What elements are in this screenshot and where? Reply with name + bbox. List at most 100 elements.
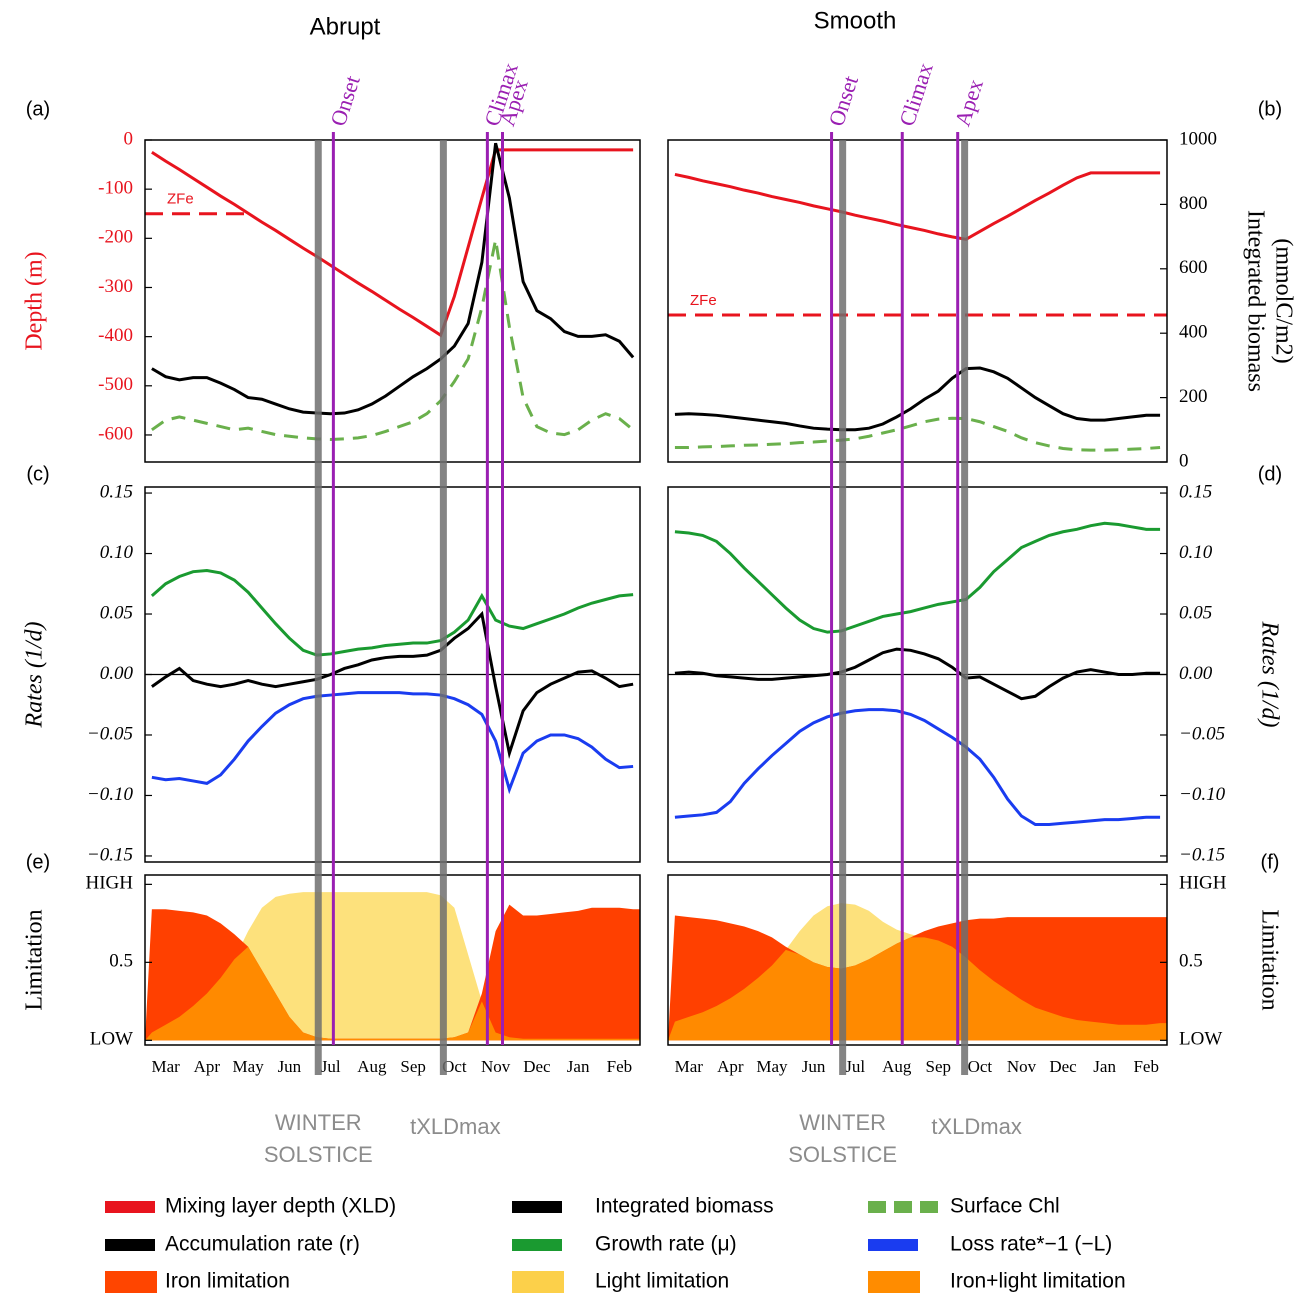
- axis-title: (mmolC/m2): [1270, 238, 1296, 363]
- y-tick-label: −0.15: [87, 844, 133, 865]
- legend-swatch: [512, 1271, 564, 1293]
- series-line: [674, 416, 1161, 452]
- y-tick-label: -200: [98, 227, 133, 248]
- x-tick-label: May: [233, 1057, 265, 1076]
- x-tick-label: Jul: [321, 1057, 341, 1076]
- series-line: [151, 142, 635, 416]
- series-line: [151, 239, 635, 441]
- legend-label: Loss rate*−1 (−L): [950, 1233, 1112, 1256]
- marker-label: WINTER: [275, 1110, 362, 1135]
- y-tick-label: −0.10: [1179, 784, 1226, 805]
- x-tick-label: Jan: [1093, 1057, 1116, 1076]
- series-line: [674, 521, 1161, 634]
- panel-label: (d): [1258, 463, 1282, 485]
- plot-area: [668, 903, 1167, 1041]
- y-tick-label: −0.05: [87, 723, 133, 744]
- plot-area: [145, 568, 640, 795]
- x-tick-label: Apr: [194, 1057, 221, 1076]
- x-tick-label: Feb: [1133, 1057, 1159, 1076]
- y-tick-label: LOW: [1179, 1029, 1222, 1050]
- plot-area: [668, 521, 1167, 826]
- marker-label: tXLDmax: [931, 1114, 1021, 1139]
- y-tick-label: LOW: [90, 1029, 133, 1050]
- x-tick-label: Jun: [802, 1057, 826, 1076]
- x-tick-label: Mar: [151, 1057, 180, 1076]
- y-tick-label: 200: [1179, 386, 1208, 407]
- panel-label: (a): [26, 98, 50, 120]
- x-tick-label: Oct: [968, 1057, 993, 1076]
- y-tick-label: 0.10: [100, 542, 134, 563]
- event-label: Apex: [949, 76, 988, 129]
- legend-label: Growth rate (μ): [595, 1233, 737, 1256]
- axis-title: Integrated biomass: [1242, 210, 1268, 392]
- y-tick-label: 0: [124, 128, 134, 149]
- marker-label: SOLSTICE: [264, 1142, 373, 1167]
- event-label: Onset: [325, 73, 365, 130]
- x-tick-label: Aug: [357, 1057, 387, 1076]
- y-tick-label: 0.05: [1179, 602, 1212, 623]
- y-tick-label: 0: [1179, 450, 1189, 471]
- series-line: [150, 568, 634, 657]
- series-line: [674, 647, 1161, 701]
- marker-label: WINTER: [799, 1110, 886, 1135]
- legend-label: Accumulation rate (r): [165, 1233, 360, 1256]
- y-tick-label: −0.15: [1179, 844, 1225, 865]
- x-tick-label: Sep: [926, 1057, 952, 1076]
- legend-swatch: [105, 1271, 157, 1293]
- zfe-label: ZFe: [690, 292, 717, 309]
- event-label: Onset: [823, 73, 863, 130]
- x-tick-label: Dec: [523, 1057, 551, 1076]
- x-tick-label: Feb: [607, 1057, 633, 1076]
- x-tick-label: Sep: [400, 1057, 426, 1076]
- y-tick-label: 600: [1179, 257, 1208, 278]
- column-title: Smooth: [814, 7, 897, 34]
- series-line: [151, 610, 634, 759]
- panel-label: (e): [26, 851, 50, 873]
- limitation-area: [145, 946, 640, 1041]
- y-tick-label: 0.10: [1179, 542, 1213, 563]
- x-tick-label: Apr: [717, 1057, 744, 1076]
- y-tick-label: 0.05: [100, 602, 133, 623]
- axis-title: Rates (1/d): [22, 622, 48, 729]
- marker-label: SOLSTICE: [788, 1142, 897, 1167]
- panel-label: (f): [1261, 851, 1280, 873]
- panel-frame: [144, 874, 641, 1046]
- panel-frame: [144, 139, 641, 463]
- x-tick-label: Jan: [567, 1057, 590, 1076]
- x-tick-label: Oct: [442, 1057, 467, 1076]
- panel-label: (c): [26, 463, 49, 485]
- x-tick-label: May: [756, 1057, 788, 1076]
- event-label: Climax: [894, 60, 938, 129]
- x-tick-label: Jun: [278, 1057, 302, 1076]
- plot-area: [145, 142, 635, 441]
- series-line: [151, 148, 634, 338]
- legend-swatch: [512, 1239, 562, 1251]
- y-tick-label: 0.00: [1179, 663, 1213, 684]
- series-line: [674, 171, 1161, 241]
- x-tick-label: Nov: [481, 1057, 511, 1076]
- legend-label: Iron limitation: [165, 1270, 290, 1293]
- y-tick-label: 1000: [1179, 128, 1217, 149]
- zfe-label: ZFe: [167, 191, 194, 208]
- x-tick-label: Aug: [882, 1057, 912, 1076]
- plot-area: [145, 892, 640, 1041]
- y-tick-label: 800: [1179, 193, 1208, 214]
- legend-swatch: [894, 1201, 912, 1213]
- panel-frame: [667, 139, 1168, 463]
- y-tick-label: 0.5: [1179, 951, 1203, 972]
- y-tick-label: -100: [98, 178, 133, 199]
- x-tick-label: Mar: [675, 1057, 704, 1076]
- x-tick-label: Jul: [845, 1057, 865, 1076]
- y-tick-label: −0.05: [1179, 723, 1225, 744]
- series-line: [151, 691, 634, 795]
- y-tick-label: -500: [98, 374, 133, 395]
- series-line: [674, 366, 1161, 432]
- y-tick-label: -300: [98, 276, 133, 297]
- panel-label: (b): [1258, 98, 1282, 120]
- plot-area: [668, 171, 1167, 452]
- column-title: Abrupt: [310, 13, 381, 40]
- y-tick-label: 400: [1179, 322, 1208, 343]
- legend-swatch: [868, 1201, 886, 1213]
- legend-label: Surface Chl: [950, 1195, 1060, 1218]
